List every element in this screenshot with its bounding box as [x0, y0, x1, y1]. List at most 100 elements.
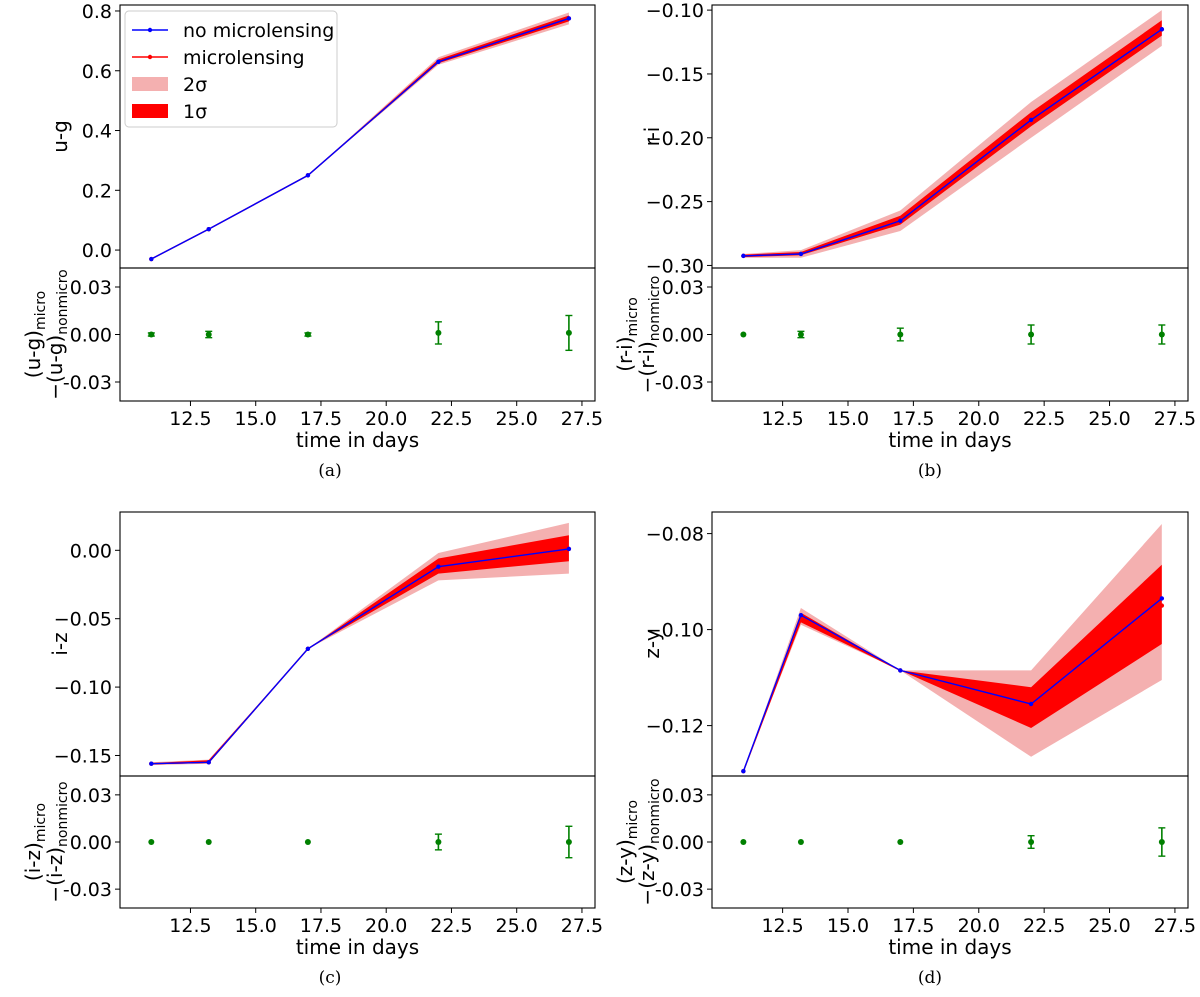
series-no-microlensing-point [566, 16, 572, 21]
legend-frame [124, 10, 338, 128]
residual-axes-frame [711, 267, 1189, 402]
xtick-label: 20.0 [958, 915, 1000, 937]
residual-point [304, 839, 311, 845]
residual-point [435, 329, 442, 336]
residual-ytick-label: 0.03 [662, 277, 704, 299]
xtick-label: 17.5 [300, 915, 342, 937]
residual-axes-frame [711, 775, 1189, 909]
residual-y-label-line2: −(u-g)nonmicro [43, 269, 71, 400]
x-axis-label: time in days [888, 428, 1011, 452]
panel-a: 0.0 0.2 0.4 0.6 0.8 0.03 0.00 -0.03 12.5 15.0 17.5… [21, 1, 603, 481]
main-ytick-label: −0.15 [646, 64, 704, 86]
main-ytick-label: 0.8 [82, 1, 112, 23]
series-no-microlensing-point [149, 761, 154, 766]
xtick-label: 15.0 [827, 408, 869, 430]
series-no-microlensing-point [898, 668, 903, 673]
y-axis-label: u-g [48, 120, 72, 153]
xtick-label: 15.0 [235, 915, 277, 937]
residual-point [797, 331, 804, 338]
series-no-microlensing-point [1159, 596, 1165, 601]
band-2sigma [151, 12, 569, 259]
main-ytick-label: 0.6 [82, 61, 112, 83]
xtick-label: 25.0 [1088, 408, 1130, 430]
residual-point [740, 331, 747, 338]
x-axis-label: time in days [296, 428, 419, 452]
residual-ytick-label: 0.00 [70, 832, 112, 854]
panel-caption: (d) [918, 968, 942, 988]
residual-y-label-line2: −(i-z)nonmicro [43, 781, 71, 902]
main-ytick-label: −0.30 [646, 255, 704, 277]
main-ytick-label: −0.20 [646, 128, 704, 150]
band-1sigma [151, 535, 569, 765]
residual-point [205, 839, 212, 845]
xtick-label: 12.5 [761, 915, 803, 937]
main-ytick-label: 0.2 [82, 180, 112, 202]
residual-y-label-line1: (r-i)micro [613, 297, 641, 372]
residual-ytick-label: 0.03 [70, 785, 112, 807]
series-no-microlensing-point [798, 251, 804, 257]
main-ytick-label: 0.00 [70, 540, 112, 562]
legend: no microlensing microlensing 2σ 1σ [124, 10, 338, 128]
series-no-microlensing-point [436, 59, 441, 64]
xtick-label: 27.5 [561, 408, 603, 430]
xtick-label: 12.5 [761, 408, 803, 430]
residual-axes-frame [119, 267, 596, 402]
series-no-microlensing-point [741, 253, 746, 259]
residual-ytick-label: -0.03 [655, 372, 704, 394]
xtick-label: 27.5 [1154, 915, 1196, 937]
xtick-label: 25.0 [496, 408, 538, 430]
legend-label-2sigma: 2σ [183, 74, 207, 96]
residual-point [565, 839, 572, 845]
series-no-microlensing-point [798, 613, 804, 618]
residual-ytick-label: 0.03 [662, 785, 704, 807]
main-ytick-label: −0.10 [646, 620, 704, 642]
xtick-label: 27.5 [1154, 408, 1196, 430]
xtick-label: 12.5 [169, 408, 211, 430]
xtick-label: 22.5 [430, 915, 472, 937]
residual-y-label-line2: −(r-i)nonmicro [635, 276, 663, 394]
series-no-microlensing-point [1159, 27, 1165, 32]
xtick-label: 27.5 [561, 915, 603, 937]
legend-swatch-1sigma [132, 104, 168, 118]
series-no-microlensing-point [305, 646, 311, 651]
xtick-label: 20.0 [365, 408, 407, 430]
xtick-label: 17.5 [892, 915, 934, 937]
panel-d: −0.08 −0.10 −0.12 0.03 0.00 -0.03 12.5 15.0 17.5… [613, 511, 1196, 988]
main-ytick-label: −0.08 [646, 524, 704, 546]
panel-caption: (b) [918, 461, 942, 481]
main-ytick-label: −0.25 [646, 192, 704, 214]
residual-axes-frame [119, 775, 596, 909]
residual-y-label-line2: −(z-y)nonmicro [635, 778, 663, 905]
xtick-label: 22.5 [1023, 915, 1065, 937]
residual-point [1028, 331, 1035, 338]
band-1sigma [743, 564, 1162, 772]
y-axis-label: i-z [48, 632, 72, 655]
legend-label-no-microlensing: no microlensing [183, 20, 334, 42]
xtick-label: 17.5 [300, 408, 342, 430]
series-microlensing-point [1159, 603, 1165, 608]
residual-point [205, 331, 212, 338]
residual-point [435, 839, 442, 845]
main-ytick-label: −0.12 [646, 716, 704, 738]
residual-ytick-label: 0.00 [70, 325, 112, 347]
main-ytick-label: −0.15 [54, 745, 112, 767]
x-axis-label: time in days [296, 935, 419, 959]
main-ytick-label: 0.4 [82, 121, 112, 143]
series-no-microlensing-point [1028, 117, 1034, 123]
residual-point [148, 839, 155, 845]
series-no-microlensing-point [436, 564, 441, 569]
residual-ytick-label: 0.03 [70, 277, 112, 299]
legend-label-microlensing: microlensing [183, 47, 305, 69]
y-axis-label: r-i [640, 127, 664, 147]
residual-point [565, 329, 572, 336]
residual-point [304, 331, 311, 338]
residual-ytick-label: 0.00 [662, 832, 704, 854]
residual-point [1158, 839, 1165, 845]
residual-point [797, 839, 804, 845]
xtick-label: 12.5 [169, 915, 211, 937]
legend-marker-no-microlensing [147, 27, 153, 33]
panel-c: 0.00 −0.05 −0.10 −0.15 0.03 0.00 -0.03 12.5 15.0… [21, 511, 603, 988]
series-microlensing-line [151, 548, 569, 765]
xtick-label: 22.5 [430, 408, 472, 430]
